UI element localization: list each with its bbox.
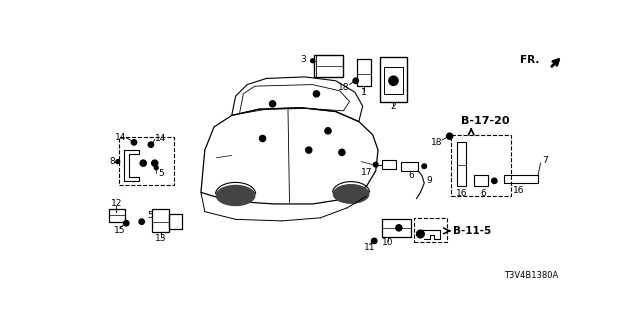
Circle shape bbox=[371, 238, 377, 244]
Ellipse shape bbox=[216, 186, 255, 205]
Text: 14: 14 bbox=[115, 133, 126, 142]
Text: 13: 13 bbox=[155, 234, 166, 243]
Circle shape bbox=[139, 219, 145, 224]
Text: 18: 18 bbox=[338, 83, 349, 92]
Circle shape bbox=[148, 142, 154, 147]
Text: 15: 15 bbox=[115, 227, 126, 236]
Text: 3: 3 bbox=[301, 55, 307, 64]
Text: 14: 14 bbox=[155, 134, 166, 143]
Circle shape bbox=[325, 128, 331, 134]
Circle shape bbox=[154, 166, 158, 170]
Circle shape bbox=[140, 160, 147, 166]
Circle shape bbox=[310, 59, 314, 63]
Text: 2: 2 bbox=[390, 102, 396, 111]
Circle shape bbox=[373, 162, 378, 167]
Text: 7: 7 bbox=[542, 156, 548, 164]
Circle shape bbox=[339, 149, 345, 156]
Text: 16: 16 bbox=[456, 189, 467, 198]
Text: 10: 10 bbox=[382, 238, 394, 247]
Circle shape bbox=[269, 101, 276, 107]
Circle shape bbox=[314, 91, 319, 97]
Circle shape bbox=[396, 225, 402, 231]
Text: 11: 11 bbox=[364, 243, 375, 252]
Text: 9: 9 bbox=[427, 176, 432, 185]
Text: 1: 1 bbox=[362, 88, 367, 97]
Circle shape bbox=[389, 76, 398, 85]
Circle shape bbox=[124, 220, 129, 226]
Circle shape bbox=[417, 230, 424, 238]
Circle shape bbox=[306, 147, 312, 153]
Circle shape bbox=[353, 78, 358, 84]
Circle shape bbox=[447, 133, 452, 139]
Circle shape bbox=[116, 160, 120, 164]
Text: B-11-5: B-11-5 bbox=[452, 226, 491, 236]
Text: B-17-20: B-17-20 bbox=[461, 116, 509, 126]
Text: 12: 12 bbox=[111, 199, 122, 208]
Text: FR.: FR. bbox=[520, 55, 540, 65]
Text: 16: 16 bbox=[513, 186, 525, 195]
Text: 5: 5 bbox=[147, 211, 153, 220]
Text: 5: 5 bbox=[159, 169, 164, 178]
Circle shape bbox=[422, 164, 427, 169]
Circle shape bbox=[131, 140, 137, 145]
Text: 18: 18 bbox=[431, 138, 442, 147]
Text: 6: 6 bbox=[481, 189, 486, 198]
Circle shape bbox=[492, 178, 497, 184]
Text: T3V4B1380A: T3V4B1380A bbox=[504, 271, 558, 280]
Circle shape bbox=[259, 135, 266, 141]
Text: 6: 6 bbox=[408, 171, 414, 180]
Circle shape bbox=[152, 160, 158, 166]
Ellipse shape bbox=[333, 185, 369, 203]
Text: 8: 8 bbox=[109, 157, 115, 166]
Text: 17: 17 bbox=[361, 168, 372, 177]
